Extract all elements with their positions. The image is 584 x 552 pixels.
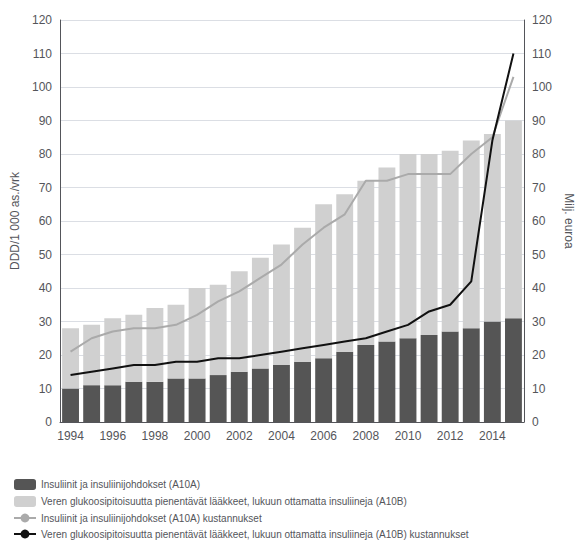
svg-text:110: 110	[532, 47, 551, 61]
svg-text:0: 0	[532, 415, 539, 429]
svg-text:50: 50	[532, 248, 546, 262]
svg-text:120: 120	[32, 13, 52, 27]
svg-text:100: 100	[532, 80, 552, 94]
svg-text:90: 90	[39, 114, 53, 128]
svg-text:30: 30	[39, 315, 53, 329]
svg-text:Insuliinit ja insuliinijohdoks: Insuliinit ja insuliinijohdokset (A10A) …	[41, 513, 262, 524]
svg-text:80: 80	[532, 147, 546, 161]
svg-text:1998: 1998	[142, 429, 169, 443]
svg-text:2014: 2014	[479, 429, 506, 443]
svg-text:0: 0	[45, 415, 52, 429]
svg-text:100: 100	[32, 80, 52, 94]
svg-text:60: 60	[532, 214, 546, 228]
svg-text:90: 90	[532, 114, 546, 128]
svg-text:Veren glukoosipitoisuutta pien: Veren glukoosipitoisuutta pienentävät lä…	[41, 496, 407, 507]
svg-text:40: 40	[39, 281, 53, 295]
svg-text:2008: 2008	[352, 429, 379, 443]
svg-text:1996: 1996	[99, 429, 126, 443]
svg-text:2010: 2010	[395, 429, 422, 443]
svg-text:80: 80	[39, 147, 53, 161]
svg-text:2002: 2002	[226, 429, 253, 443]
svg-text:20: 20	[39, 348, 53, 362]
svg-text:70: 70	[39, 181, 53, 195]
svg-text:2012: 2012	[437, 429, 464, 443]
svg-text:60: 60	[39, 214, 53, 228]
svg-text:10: 10	[39, 382, 53, 396]
svg-text:Insuliinit ja insuliinijohdoks: Insuliinit ja insuliinijohdokset (A10A)	[41, 479, 200, 490]
svg-text:DDD/1 000 as./vrk: DDD/1 000 as./vrk	[8, 171, 22, 270]
svg-text:Veren glukoosipitoisuutta pien: Veren glukoosipitoisuutta pienentävät lä…	[41, 529, 469, 540]
svg-text:70: 70	[532, 181, 546, 195]
svg-text:110: 110	[33, 47, 52, 61]
svg-text:2000: 2000	[184, 429, 211, 443]
svg-text:50: 50	[39, 248, 53, 262]
svg-text:40: 40	[532, 281, 546, 295]
svg-text:10: 10	[532, 382, 546, 396]
svg-text:2006: 2006	[310, 429, 337, 443]
svg-text:Milj. euroa: Milj. euroa	[562, 193, 576, 249]
svg-text:20: 20	[532, 348, 546, 362]
svg-text:2004: 2004	[268, 429, 295, 443]
svg-text:120: 120	[532, 13, 552, 27]
svg-text:30: 30	[532, 315, 546, 329]
svg-text:1994: 1994	[57, 429, 84, 443]
